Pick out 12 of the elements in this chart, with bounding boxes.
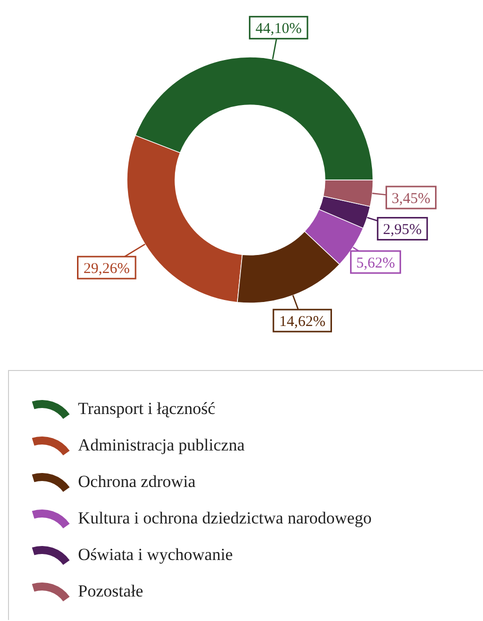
legend-label: Pozostałe: [78, 582, 144, 600]
legend-label: Ochrona zdrowia: [78, 472, 196, 491]
data-label: 44,10%: [255, 21, 302, 38]
legend-label: Kultura i ochrona dziedzictwa narodowego: [78, 508, 372, 528]
data-label: 14,62%: [279, 314, 326, 330]
legend-label: Oświata i wychowanie: [78, 545, 233, 564]
data-label: 3,45%: [392, 191, 430, 208]
data-label: 2,95%: [383, 222, 422, 238]
legend-label: Administracja publiczna: [78, 436, 246, 454]
data-label: 29,26%: [84, 261, 130, 278]
data-label: 5,62%: [356, 256, 395, 272]
legend-label: Transport i łączność: [78, 399, 216, 418]
